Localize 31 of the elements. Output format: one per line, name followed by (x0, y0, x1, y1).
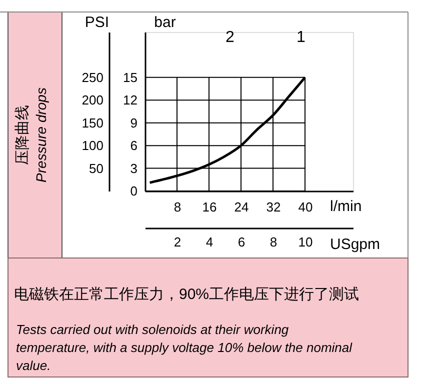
x2-tick-label: 6 (238, 234, 246, 250)
text: Pressure drops (33, 88, 49, 182)
text: 电磁铁在正常工作压力，90%工作电压下进行了测试 (14, 286, 360, 303)
annotation: 1 (296, 29, 306, 46)
x2-tick-label: 10 (298, 234, 313, 250)
y2-axis-title: PSI (84, 14, 110, 31)
x2-tick-label: 2 (174, 234, 182, 250)
y-tick-label: 12 (123, 92, 138, 108)
x-tick-label: 40 (298, 200, 313, 214)
y-tick-label: 3 (130, 160, 138, 176)
x2-tick-label: 4 (206, 234, 214, 250)
x-tick-label: 32 (266, 200, 281, 214)
annotation: 2 (226, 29, 235, 46)
y2-tick-label: 50 (89, 160, 104, 176)
text: Tests carried out with solenoids at their working temperature, with a supply voltage 10% below the nominal value. (16, 322, 354, 373)
y-tick-label: 15 (123, 70, 138, 85)
y-tick-label: 9 (130, 115, 138, 130)
x-tick-label: 8 (174, 200, 182, 214)
y-axis-title: bar (154, 14, 176, 31)
x-tick-label: 16 (202, 200, 217, 214)
y2-tick-label: 100 (82, 138, 104, 154)
y2-tick-label: 150 (82, 115, 104, 130)
x2-tick-label: 8 (270, 234, 278, 250)
text: 压降曲线 (14, 105, 31, 165)
y2-tick-label: 200 (82, 92, 104, 108)
y2-tick-label: 250 (82, 70, 104, 85)
x-tick-label: 24 (234, 200, 249, 214)
x-axis-title: l/min (330, 198, 362, 215)
x2-axis-title: USgpm (330, 236, 380, 253)
y-tick-label: 0 (130, 184, 138, 198)
y-tick-label: 6 (130, 138, 138, 154)
